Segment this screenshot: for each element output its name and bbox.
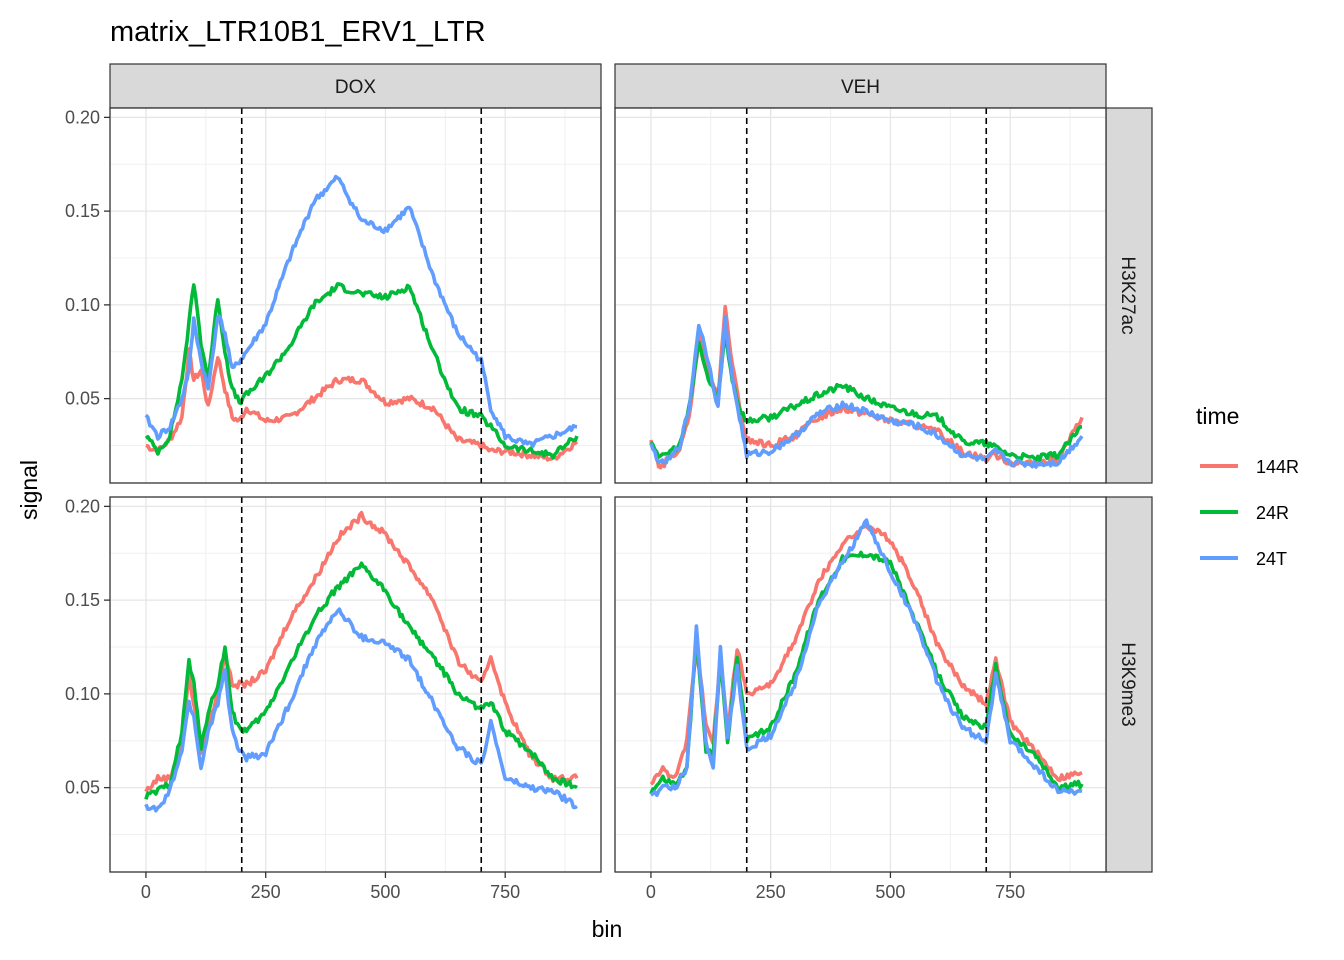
series-line-144r bbox=[145, 347, 579, 462]
strip-column-veh bbox=[614, 63, 1107, 109]
legend-label-24r: 24R bbox=[1256, 503, 1289, 523]
series-line-24r bbox=[144, 561, 578, 800]
strip-column-dox bbox=[109, 63, 602, 109]
legend-title: time bbox=[1196, 403, 1239, 429]
x-tick-label: 0 bbox=[141, 882, 151, 902]
chart-title: matrix_LTR10B1_ERV1_LTR bbox=[110, 16, 486, 48]
legend-label-144r: 144R bbox=[1256, 457, 1299, 477]
panel-border bbox=[109, 107, 602, 484]
strip-label-h3k9me3: H3K9me3 bbox=[1117, 642, 1138, 727]
y-tick-label: 0.10 bbox=[65, 684, 100, 704]
series-line-24t bbox=[649, 518, 1083, 798]
series-line-24t bbox=[144, 174, 578, 449]
y-tick-label: 0.10 bbox=[65, 295, 100, 315]
panel-border bbox=[109, 496, 602, 873]
x-axis-title: bin bbox=[592, 916, 623, 942]
y-tick-label: 0.20 bbox=[65, 496, 100, 516]
x-tick-label: 500 bbox=[875, 882, 905, 902]
y-tick-label: 0.15 bbox=[65, 201, 100, 221]
y-axis-title: signal bbox=[16, 460, 42, 520]
x-tick-label: 500 bbox=[370, 882, 400, 902]
x-tick-label: 750 bbox=[490, 882, 520, 902]
x-tick-label: 250 bbox=[251, 882, 281, 902]
y-tick-label: 0.20 bbox=[65, 107, 100, 127]
strip-label-h3k27ac: H3K27ac bbox=[1117, 256, 1138, 334]
x-tick-label: 250 bbox=[756, 882, 786, 902]
strip-row-h3k27ac bbox=[1105, 107, 1153, 484]
legend: time 144R 24R 24T bbox=[1196, 403, 1299, 569]
y-tick-label: 0.15 bbox=[65, 590, 100, 610]
panel-veh-h3k27ac bbox=[614, 107, 1107, 484]
legend-label-24t: 24T bbox=[1256, 549, 1287, 569]
y-tick-label: 0.05 bbox=[65, 778, 100, 798]
series-line-24r bbox=[144, 282, 579, 460]
x-tick-label: 750 bbox=[995, 882, 1025, 902]
strip-label-veh: VEH bbox=[841, 77, 880, 98]
strip-label-dox: DOX bbox=[335, 77, 377, 98]
panel-veh-h3k9me3 bbox=[614, 496, 1107, 873]
y-tick-label: 0.05 bbox=[65, 389, 100, 409]
panel-dox-h3k27ac bbox=[109, 107, 602, 484]
x-tick-label: 0 bbox=[646, 882, 656, 902]
series-line-24t bbox=[144, 607, 578, 813]
panel-border bbox=[614, 496, 1107, 873]
facet-panels bbox=[109, 107, 1107, 873]
panel-dox-h3k9me3 bbox=[109, 496, 602, 873]
panel-background bbox=[615, 497, 1106, 872]
strip-row-h3k9me3 bbox=[1105, 496, 1153, 873]
series-line-24t bbox=[649, 315, 1084, 469]
panel-background bbox=[615, 108, 1106, 483]
axis-ticks: 0 250 500 750 0 250 500 750 0.05 0.10 0.15 0.20 0.05… bbox=[65, 107, 1025, 902]
panel-border bbox=[614, 107, 1107, 484]
